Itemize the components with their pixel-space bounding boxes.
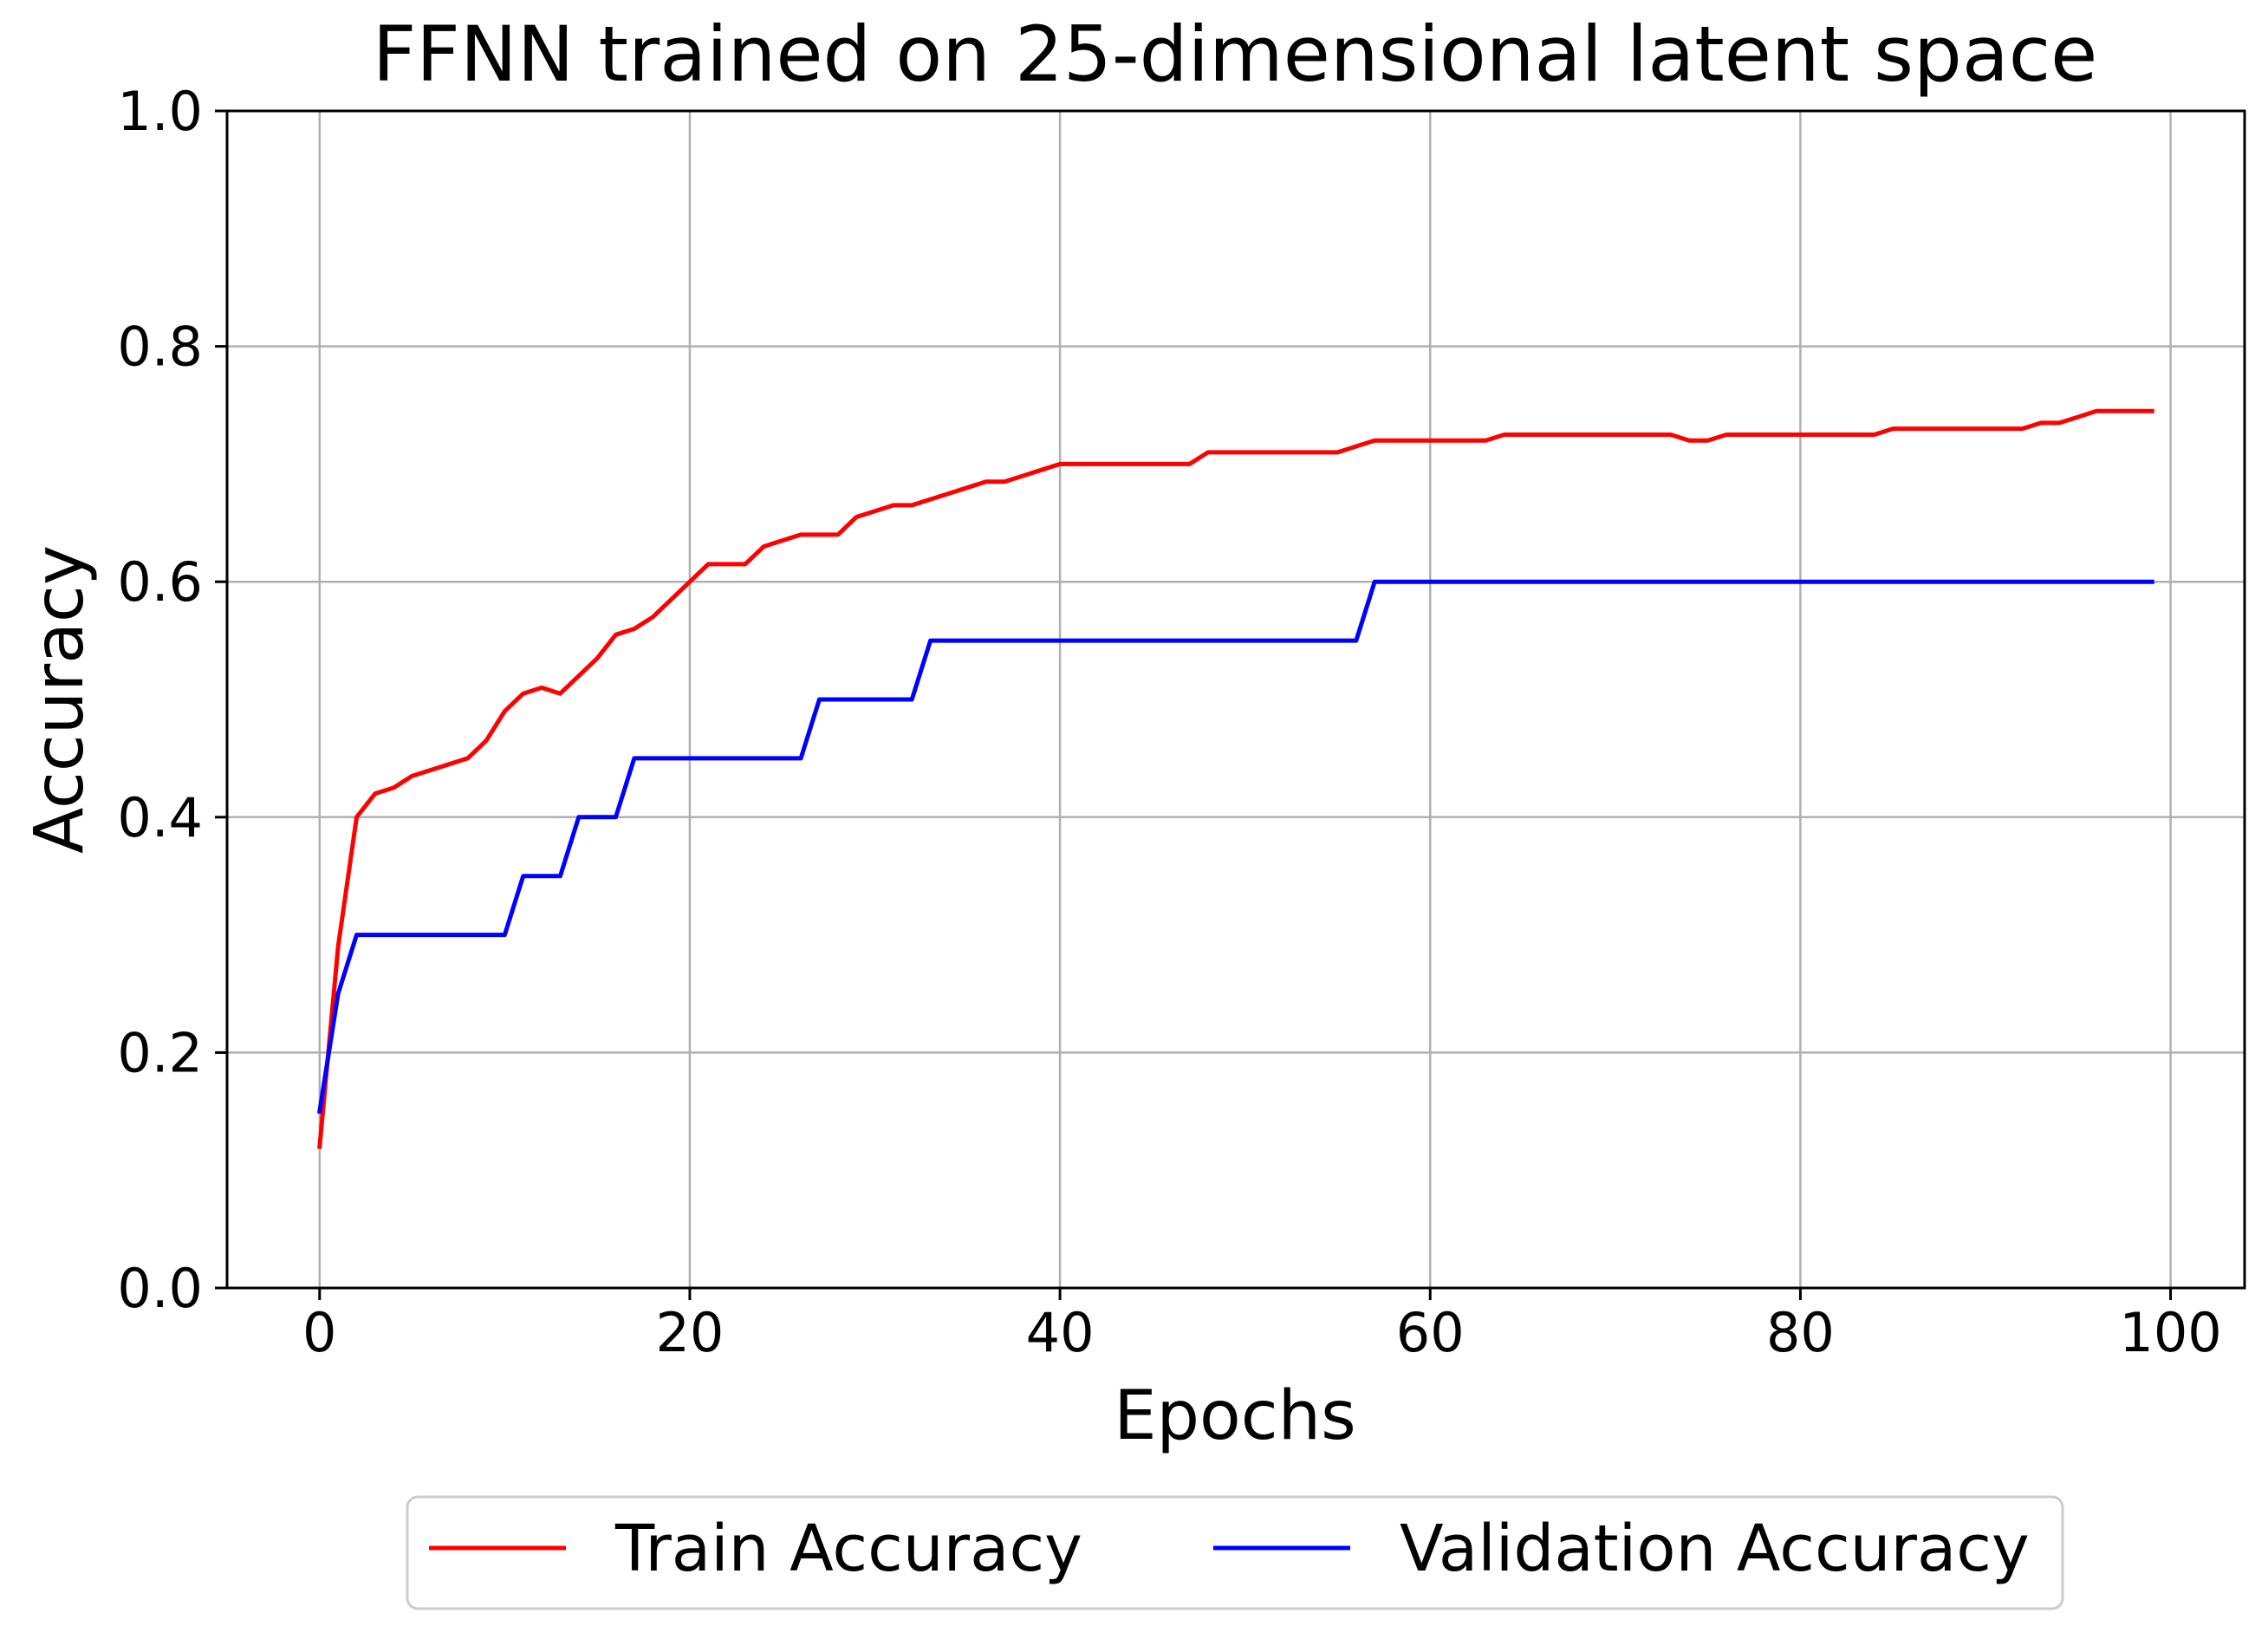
legend-label-train: Train Accuracy [614, 1512, 1082, 1586]
axis-ticks: 0 20 40 60 80 100 0.0 0.2 0.4 0.6 0.8 1.0 [117, 80, 2221, 1364]
y-tick-label: 0.6 [117, 550, 203, 614]
x-tick-label: 40 [1026, 1301, 1095, 1364]
x-tick-label: 20 [655, 1301, 724, 1364]
series-line-validation [316, 579, 2154, 1115]
x-tick-label: 60 [1396, 1301, 1465, 1364]
series-layer [316, 408, 2154, 1149]
plot-frame [225, 109, 2246, 1290]
y-tick-label: 1.0 [117, 80, 203, 143]
legend: Train Accuracy Validation Accuracy [406, 1495, 2064, 1610]
x-axis-label: Epochs [1114, 1377, 1355, 1455]
chart-title: FFNN trained on 25-dimensional latent sp… [373, 10, 2098, 99]
y-tick-label: 0.4 [117, 786, 203, 849]
y-tick-label: 0.0 [117, 1257, 203, 1320]
legend-label-validation: Validation Accuracy [1400, 1512, 2030, 1586]
y-tick-label: 0.8 [117, 315, 203, 379]
y-tick-label: 0.2 [117, 1021, 203, 1084]
series-line-train [317, 408, 2154, 1149]
x-tick-label: 80 [1766, 1301, 1835, 1364]
legend-box [406, 1495, 2064, 1610]
x-tick-label: 100 [2119, 1301, 2221, 1364]
x-tick-label: 0 [302, 1301, 336, 1364]
y-axis-label: Accuracy [21, 545, 99, 854]
